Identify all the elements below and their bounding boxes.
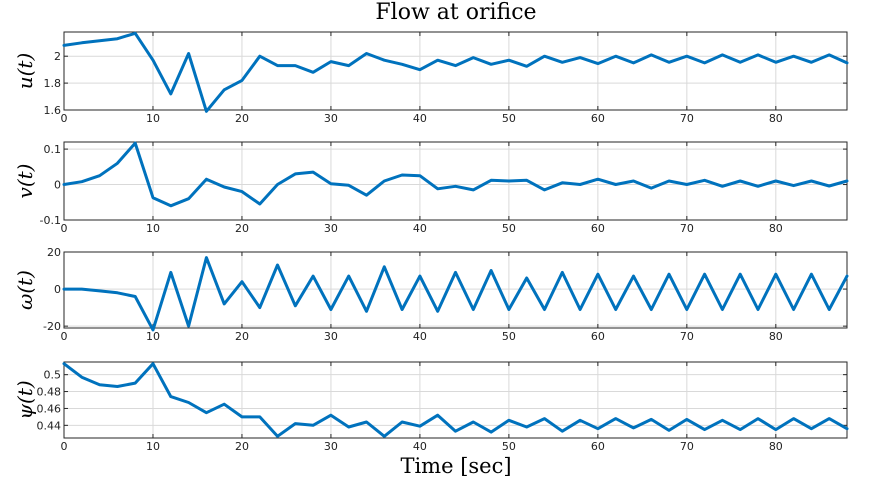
y-axis-label: ψ(t) [13, 380, 37, 419]
x-tick-label: 70 [680, 330, 694, 343]
x-tick-label: 30 [324, 440, 338, 453]
x-tick-label: 0 [61, 112, 68, 125]
series-line [62, 256, 849, 332]
x-tick-label: 40 [413, 112, 427, 125]
x-tick-label: 40 [413, 222, 427, 235]
x-tick-label: 50 [502, 330, 516, 343]
x-tick-label: 80 [769, 330, 783, 343]
series-line [62, 141, 849, 208]
plot-frame [63, 141, 848, 221]
x-tick-label: 30 [324, 330, 338, 343]
x-tick-label: 70 [680, 440, 694, 453]
x-tick-label: 20 [235, 112, 249, 125]
x-tick-label: 40 [413, 330, 427, 343]
x-tick-label: 60 [591, 222, 605, 235]
y-tick-label: 0.5 [44, 369, 62, 382]
x-tick-label: 50 [502, 222, 516, 235]
x-tick-label: 60 [591, 112, 605, 125]
x-tick-label: 80 [769, 222, 783, 235]
y-tick-label: 0.1 [44, 143, 62, 156]
x-tick-label: 30 [324, 222, 338, 235]
x-tick-label: 70 [680, 112, 694, 125]
x-tick-label: 0 [61, 222, 68, 235]
series-line [62, 362, 849, 438]
x-tick-label: 30 [324, 112, 338, 125]
x-tick-label: 70 [680, 222, 694, 235]
y-tick-label: 1.8 [44, 77, 62, 90]
y-tick-label: 1.6 [44, 104, 62, 117]
subplot-2: 0 10 20 30 40 50 60 70 80-0.100.1v(t) [13, 141, 849, 235]
x-tick-label: 0 [61, 440, 68, 453]
y-axis-label: u(t) [13, 53, 37, 90]
x-tick-label: 20 [235, 440, 249, 453]
x-tick-label: 60 [591, 440, 605, 453]
x-tick-label: 50 [502, 440, 516, 453]
x-tick-label: 80 [769, 440, 783, 453]
plot-frame [63, 361, 848, 439]
x-tick-label: 10 [146, 222, 160, 235]
x-tick-label: 0 [61, 330, 68, 343]
x-tick-label: 50 [502, 112, 516, 125]
y-tick-label: 2 [54, 50, 61, 63]
x-tick-label: 10 [146, 112, 160, 125]
y-tick-label: 0.44 [37, 419, 62, 432]
x-tick-label: 80 [769, 112, 783, 125]
plot-frame [63, 31, 848, 111]
y-tick-label: -20 [43, 320, 61, 333]
chart-title: Flow at orifice [375, 0, 536, 25]
subplot-4: 0 10 20 30 40 50 60 70 80 0.44 0.46 0.48 0.5 ψ(t) [13, 361, 849, 453]
x-axis-label: Time [sec] [400, 454, 511, 478]
y-axis-label: v(t) [13, 164, 37, 199]
x-tick-label: 20 [235, 222, 249, 235]
x-tick-label: 10 [146, 330, 160, 343]
y-tick-label: 0.48 [37, 386, 62, 399]
subplots: 0 10 20 30 40 50 60 70 80 1.6 1.8 2 u(t) 0 10 20 30 40 50 6… [13, 31, 849, 453]
x-tick-label: 20 [235, 330, 249, 343]
plot-frame [63, 251, 848, 329]
x-tick-label: 40 [413, 440, 427, 453]
x-tick-label: 60 [591, 330, 605, 343]
subplot-1: 0 10 20 30 40 50 60 70 80 1.6 1.8 2 u(t) [13, 31, 849, 125]
y-tick-label: -0.1 [40, 214, 61, 227]
y-axis-label: ω(t) [13, 270, 37, 310]
y-tick-label: 0 [54, 283, 61, 296]
y-tick-label: 0 [54, 179, 61, 192]
y-tick-label: 20 [47, 246, 61, 259]
y-tick-label: 0.46 [37, 402, 62, 415]
x-tick-label: 10 [146, 440, 160, 453]
series-line [62, 31, 849, 113]
